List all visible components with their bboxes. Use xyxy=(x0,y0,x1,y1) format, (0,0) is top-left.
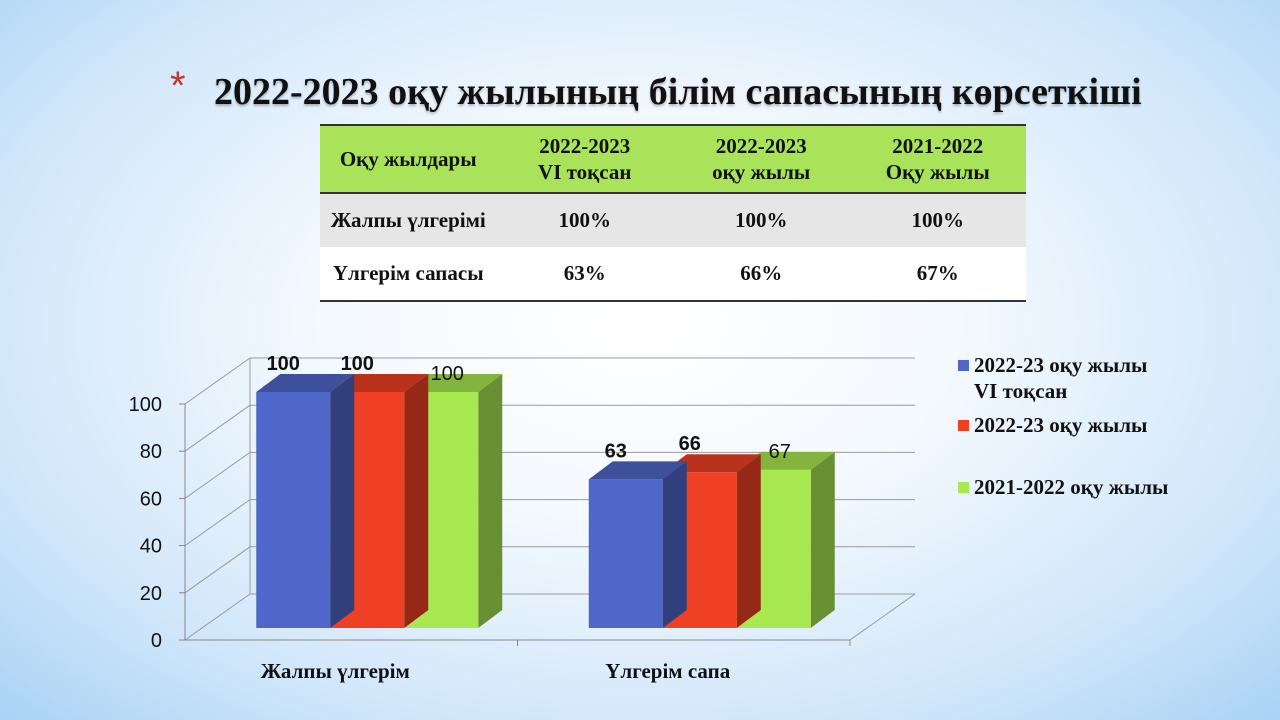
table-cell: 100% xyxy=(496,193,673,247)
stats-table: Оқу жылдары 2022-2023 VI тоқсан 2022-202… xyxy=(320,124,1026,302)
side-gridline xyxy=(184,593,251,641)
header-cell-years: Оқу жылдары xyxy=(320,124,497,194)
bar-top xyxy=(736,451,835,470)
side-gridline xyxy=(184,499,251,547)
bar-side xyxy=(330,374,355,628)
table-cell: 100% xyxy=(673,193,850,247)
x-tick-label: Үлгерім сапа xyxy=(605,659,730,683)
table-row: Үлгерім сапасы 63% 66% 67% xyxy=(320,247,1026,302)
header-line: 2021-2022 xyxy=(892,134,984,158)
data-label: 67 xyxy=(769,441,791,463)
data-label: 66 xyxy=(679,433,701,455)
side-gridline xyxy=(184,404,251,452)
y-tick-label: 60 xyxy=(140,488,162,510)
bar xyxy=(256,392,331,628)
table-cell: 67% xyxy=(849,247,1026,302)
slide-title-block: * 2022-2023 оқу жылының білім сапасының … xyxy=(170,66,1170,116)
slide-title: 2022-2023 оқу жылының білім сапасының кө… xyxy=(214,71,1142,113)
side-gridline xyxy=(184,451,251,499)
legend-swatch xyxy=(958,482,969,493)
bar xyxy=(588,479,663,628)
y-tick-label: 0 xyxy=(151,630,162,652)
bar-top xyxy=(588,461,687,480)
header-line: 2022-2023 xyxy=(715,134,807,158)
header-line: VI тоқсан xyxy=(538,160,632,184)
data-label: 100 xyxy=(267,353,300,375)
bar-top xyxy=(404,374,503,392)
y-tick-label: 20 xyxy=(140,583,162,605)
data-label: 63 xyxy=(605,440,627,462)
table-cell: 100% xyxy=(849,193,1026,247)
bar-top xyxy=(330,374,429,392)
row-label: Үлгерім сапасы xyxy=(320,247,497,302)
y-tick-label: 100 xyxy=(129,394,162,416)
header-cell-2022-2023-y: 2022-2023 оқу жылы xyxy=(673,124,850,194)
table-row: Жалпы үлгерімі 100% 100% 100% xyxy=(320,193,1026,247)
bar-top xyxy=(256,374,355,392)
data-label: 100 xyxy=(431,363,464,385)
header-line: Оқу жылы xyxy=(885,160,990,184)
legend-label: 2021-2022 оқу жылы xyxy=(974,475,1169,499)
side-gridline xyxy=(184,546,251,594)
bar-side xyxy=(404,374,429,628)
header-line: Оқу жылдары xyxy=(339,147,477,171)
header-line: оқу жылы xyxy=(712,160,811,184)
table-header-row: Оқу жылдары 2022-2023 VI тоқсан 2022-202… xyxy=(320,124,1026,194)
legend-label: 2022-23 оқу жылы VI тоқсан xyxy=(974,352,1147,404)
bullet-icon: * xyxy=(170,64,186,108)
legend-label: 2022-23 оқу жылы xyxy=(974,413,1148,437)
y-tick-label: 80 xyxy=(140,441,162,463)
legend-line: VI тоқсан xyxy=(974,379,1068,403)
table-cell: 63% xyxy=(496,247,673,302)
side-gridline xyxy=(184,357,251,405)
bar-side xyxy=(478,374,503,628)
y-tick-label: 40 xyxy=(140,536,162,558)
floor-edge xyxy=(849,593,916,641)
header-cell-2021-2022: 2021-2022 Оқу жылы xyxy=(849,124,1026,194)
bar-top xyxy=(662,454,761,473)
bar-side xyxy=(662,461,687,628)
header-cell-2022-2023-q: 2022-2023 VI тоқсан xyxy=(496,124,673,194)
legend-swatch xyxy=(958,360,969,371)
legend-line: 2022-23 оқу жылы xyxy=(974,353,1148,377)
table-cell: 66% xyxy=(673,247,850,302)
data-label: 100 xyxy=(341,353,374,375)
header-line: 2022-2023 xyxy=(539,134,631,158)
row-label: Жалпы үлгерімі xyxy=(320,193,497,247)
legend-swatch xyxy=(958,420,969,431)
bar-side xyxy=(810,451,835,628)
x-tick-label: Жалпы үлгерім xyxy=(261,659,410,683)
bar-side xyxy=(736,454,761,628)
